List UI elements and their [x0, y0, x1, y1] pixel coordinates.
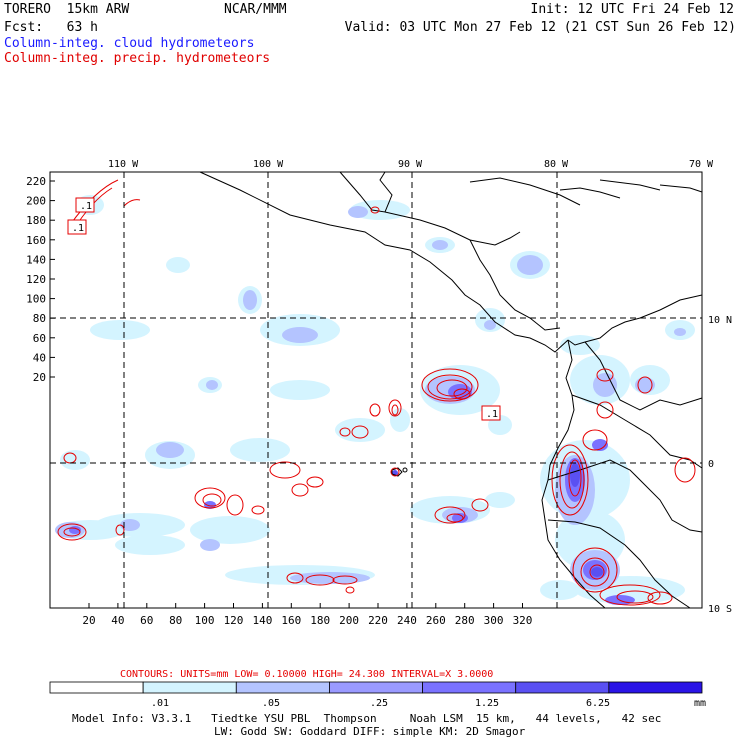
- y-tick-label: 100: [26, 293, 46, 306]
- model-title: TORERO 15km ARW: [4, 2, 130, 17]
- cloud-field-label: Column-integ. cloud hydrometeors: [4, 36, 255, 51]
- contour-label: .1: [486, 409, 498, 420]
- x-tick-label: 60: [140, 614, 153, 627]
- lat-label-10n: 10 N: [708, 315, 732, 326]
- lat-label-10s: 10 S: [708, 604, 732, 615]
- x-tick-label: 220: [368, 614, 388, 627]
- colorbar-label: 6.25: [586, 698, 610, 709]
- x-tick-label: 40: [111, 614, 124, 627]
- colorbar-label: 1.25: [475, 698, 499, 709]
- y-tick-label: 140: [26, 253, 46, 266]
- forecast-hour: Fcst: 63 h: [4, 20, 98, 35]
- y-tick-label: 60: [33, 332, 46, 345]
- lon-label-80w: 80 W: [544, 159, 569, 170]
- y-tick-label: 80: [33, 312, 46, 325]
- x-tick-label: 200: [339, 614, 359, 627]
- x-tick-label: 320: [513, 614, 533, 627]
- init-time: Init: 12 UTC Fri 24 Feb 12: [530, 2, 735, 17]
- y-tick-label: 180: [26, 214, 46, 227]
- colorbar-swatch: [422, 681, 517, 694]
- x-tick-label: 280: [455, 614, 475, 627]
- colorbar-swatch: [142, 681, 237, 694]
- y-tick-label: 160: [26, 234, 46, 247]
- colorbar-swatch: [329, 681, 423, 694]
- colorbar-labels: .01 .05 .25 1.25 6.25 mm: [151, 698, 706, 709]
- map-axes: 110 W 100 W 90 W 80 W 70 W 10 N 0 10 S: [108, 159, 732, 615]
- contours-info: CONTOURS: UNITS=mm LOW= 0.10000 HIGH= 24…: [120, 669, 493, 680]
- y-tick-label: 200: [26, 195, 46, 208]
- x-tick-label: 180: [310, 614, 330, 627]
- colorbar-swatch: [235, 681, 330, 694]
- colorbar-swatch: [515, 681, 610, 694]
- organization-label: NCAR/MMM: [224, 2, 287, 17]
- lon-label-110w: 110 W: [108, 159, 139, 170]
- colorbar-label: .01: [151, 698, 169, 709]
- colorbar-label: .25: [370, 698, 388, 709]
- colorbar-swatch: [49, 681, 144, 694]
- x-tick-label: 20: [82, 614, 95, 627]
- lon-label-70w: 70 W: [689, 159, 714, 170]
- model-info-line1: Model Info: V3.3.1 Tiedtke YSU PBL Thomp…: [72, 712, 662, 725]
- x-tick-label: 140: [252, 614, 272, 627]
- x-tick-label: 120: [224, 614, 244, 627]
- x-tick-label: 260: [426, 614, 446, 627]
- colorbar-swatch: [608, 681, 703, 694]
- contour-label: .1: [72, 223, 84, 234]
- x-tick-label: 240: [397, 614, 417, 627]
- colorbar-unit: mm: [694, 698, 706, 709]
- precip-contours: [57, 179, 696, 606]
- x-tick-label: 100: [195, 614, 215, 627]
- y-tick-label: 120: [26, 273, 46, 286]
- lat-label-0: 0: [708, 459, 714, 470]
- y-ticks: 220 200 180 160 140 120 100 80 60 40 20: [26, 175, 55, 384]
- precip-field-label: Column-integ. precip. hydrometeors: [4, 51, 271, 66]
- x-tick-label: 300: [484, 614, 504, 627]
- y-tick-label: 220: [26, 175, 46, 188]
- colorbar-label: .05: [262, 698, 280, 709]
- contour-label: .1: [80, 201, 92, 212]
- lat-lon-gridlines: [50, 172, 702, 608]
- lon-label-90w: 90 W: [398, 159, 423, 170]
- x-tick-label: 80: [169, 614, 182, 627]
- x-ticks: 20 40 60 80 100 120 140 160 180 200 220 240 260 280 30…: [82, 603, 532, 627]
- x-tick-label: 160: [281, 614, 301, 627]
- colorbar: [49, 681, 703, 694]
- y-tick-label: 20: [33, 371, 46, 384]
- model-info-line2: LW: Godd SW: Goddard DIFF: simple KM: 2D…: [214, 725, 526, 738]
- y-tick-label: 40: [33, 351, 46, 364]
- lon-label-100w: 100 W: [253, 159, 284, 170]
- valid-time: Valid: 03 UTC Mon 27 Feb 12 (21 CST Sun …: [344, 20, 736, 35]
- contour-labels: .1 .1 .1: [67, 197, 501, 421]
